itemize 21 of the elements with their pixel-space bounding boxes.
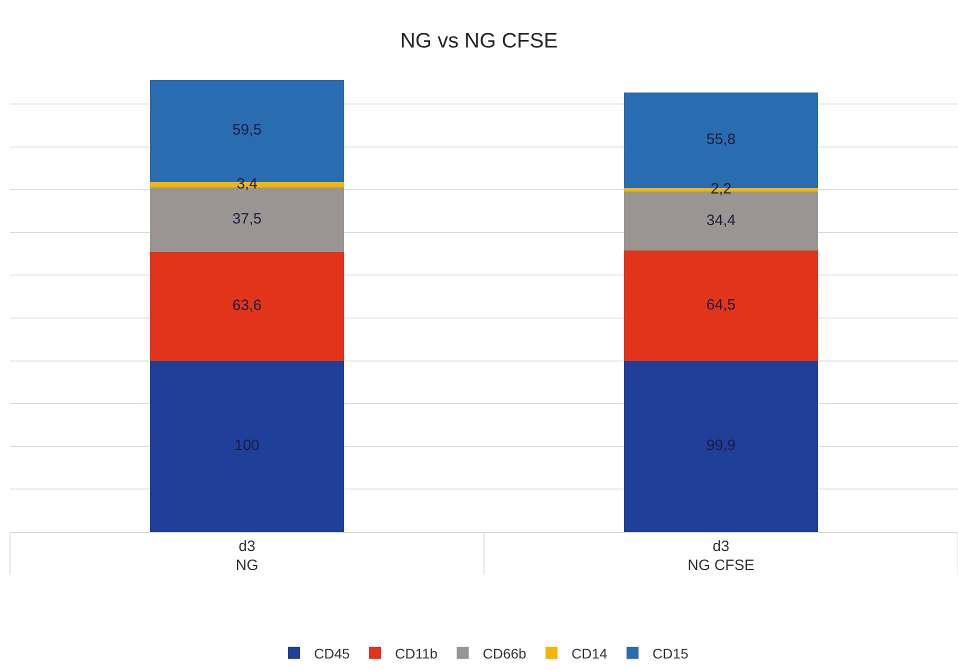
data-label: 100 [234,437,260,454]
data-label: 34,4 [706,212,736,229]
data-label: 59,5 [232,122,262,139]
chart-title: NG vs NG CFSE [400,29,558,52]
data-label: 64,5 [706,296,736,314]
legend-label: CD11b [395,645,438,662]
data-label: 2,2 [710,180,732,198]
bar [624,360,818,532]
legend-label: CD66b [482,645,527,662]
data-label: 63,6 [232,297,262,314]
data-label: 37,5 [232,210,262,228]
category-label: d3 NG CFSE [688,538,754,574]
legend-label: CD14 [572,645,608,662]
legend-label: CD45 [314,645,350,662]
legend-label: CD15 [652,645,689,662]
bar [150,252,344,361]
category-label: d3 NG [236,538,258,574]
bar [624,250,818,361]
data-label: 55,8 [706,130,736,148]
bar [150,360,344,532]
data-label: 99,9 [706,437,736,454]
